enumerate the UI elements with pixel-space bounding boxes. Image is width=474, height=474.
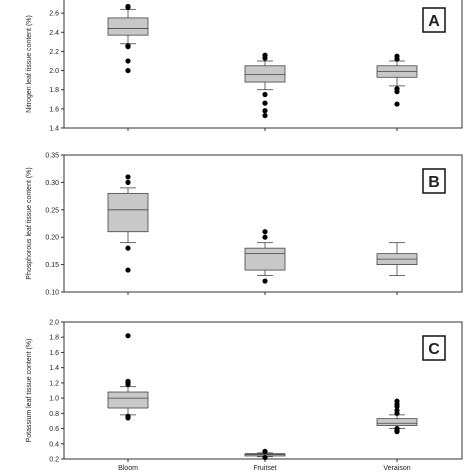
y-tick-label: 1.8 — [49, 335, 59, 342]
box-bloom — [107, 333, 149, 421]
box-iqr — [376, 418, 418, 426]
outlier-point — [262, 108, 268, 114]
box-fruitset — [244, 448, 286, 460]
outlier-point — [125, 378, 131, 384]
y-tick-label: 0.2 — [49, 457, 59, 464]
box-bloom — [107, 174, 149, 273]
outlier-point — [262, 229, 268, 235]
panel-letter-box — [422, 7, 446, 33]
y-tick-label: 0.30 — [45, 180, 59, 187]
outlier-point — [262, 448, 268, 454]
panel-letter-box — [422, 335, 446, 361]
outlier-point — [125, 333, 131, 339]
outlier-point — [125, 3, 131, 10]
y-tick-label: 0.20 — [45, 235, 59, 242]
y-tick-label: 2.2 — [49, 49, 59, 56]
outlier-point — [262, 91, 268, 98]
outlier-point — [125, 67, 131, 74]
panel-letter-box — [422, 168, 446, 194]
box-fruitset — [244, 52, 286, 119]
outlier-point — [125, 245, 131, 251]
panel-letter: B — [428, 174, 440, 191]
box-veraison — [376, 242, 418, 276]
panel-c: 0.2 0.4 0.6 0.8 1.0 1.2 1.4 1.6 1.8 2.0 Potassium … — [26, 320, 463, 464]
outlier-point — [262, 454, 268, 460]
y-tick-label: 1.4 — [49, 126, 59, 133]
box-iqr — [244, 65, 286, 83]
x-category-label-bloom: Bloom — [118, 465, 138, 472]
outlier-point — [125, 58, 131, 64]
y-axis-label: Potassium leaf tissue content (%) — [26, 339, 33, 443]
box-veraison — [376, 53, 418, 107]
panel-letter: C — [428, 341, 440, 358]
panel-letter: A — [428, 13, 440, 30]
y-tick-label: 1.6 — [49, 350, 59, 357]
outlier-point — [125, 413, 131, 419]
box-iqr — [244, 247, 286, 271]
y-tick-label: 1.0 — [49, 396, 59, 403]
panel-b: 0.10 0.15 0.20 0.25 0.30 0.35 Phosphorous leaf… — [26, 153, 463, 297]
outlier-point — [125, 174, 131, 180]
y-tick-label: 2.0 — [49, 320, 59, 327]
x-category-label-veraison: Veraison — [383, 465, 410, 472]
y-tick-label: 1.4 — [49, 365, 59, 372]
y-tick-label: 1.8 — [49, 87, 59, 94]
outlier-point — [394, 398, 400, 404]
y-tick-label: 0.8 — [49, 411, 59, 418]
outlier-point — [125, 179, 131, 185]
y-tick-label: 2.6 — [49, 11, 59, 18]
y-tick-label: 2.4 — [49, 30, 59, 37]
box-iqr — [107, 192, 149, 233]
outlier-point — [394, 425, 400, 432]
box-bloom — [107, 3, 149, 74]
y-tick-label: 0.10 — [45, 290, 59, 297]
y-tick-label: 0.6 — [49, 426, 59, 433]
y-axis-label: Nitrogen leaf tissue content (%) — [26, 15, 33, 113]
outlier-point — [394, 101, 400, 107]
outlier-point — [262, 100, 268, 106]
outlier-point — [394, 407, 400, 413]
plot-frame — [63, 0, 463, 129]
plot-frame — [63, 154, 463, 293]
y-tick-label: 2.0 — [49, 68, 59, 75]
y-tick-label: 0.25 — [45, 207, 59, 214]
y-axis-label: Phosphorous leaf tissue content (%) — [26, 167, 33, 279]
y-tick-label: 1.6 — [49, 106, 59, 113]
box-fruitset — [244, 229, 286, 284]
y-tick-label: 0.35 — [45, 153, 59, 160]
y-tick-label: 1.2 — [49, 380, 59, 387]
outlier-point — [394, 86, 400, 92]
plot-frame — [63, 321, 463, 460]
outlier-point — [262, 112, 268, 119]
x-category-label-fruitset: Fruitset — [253, 465, 276, 472]
y-tick-label: 0.4 — [49, 441, 59, 448]
box-veraison — [376, 398, 418, 435]
box-iqr — [107, 391, 149, 409]
outlier-point — [394, 53, 400, 59]
outlier-point — [262, 234, 268, 240]
outlier-point — [262, 278, 268, 284]
panel-a: 1.4 1.6 1.8 2.0 2.2 2.4 2.6 Nitrogen leaf tissu… — [26, 0, 463, 133]
outlier-point — [125, 267, 131, 273]
box-iqr — [107, 17, 149, 36]
outlier-point — [262, 52, 268, 58]
y-tick-label: 0.15 — [45, 262, 59, 269]
outlier-point — [125, 43, 131, 49]
